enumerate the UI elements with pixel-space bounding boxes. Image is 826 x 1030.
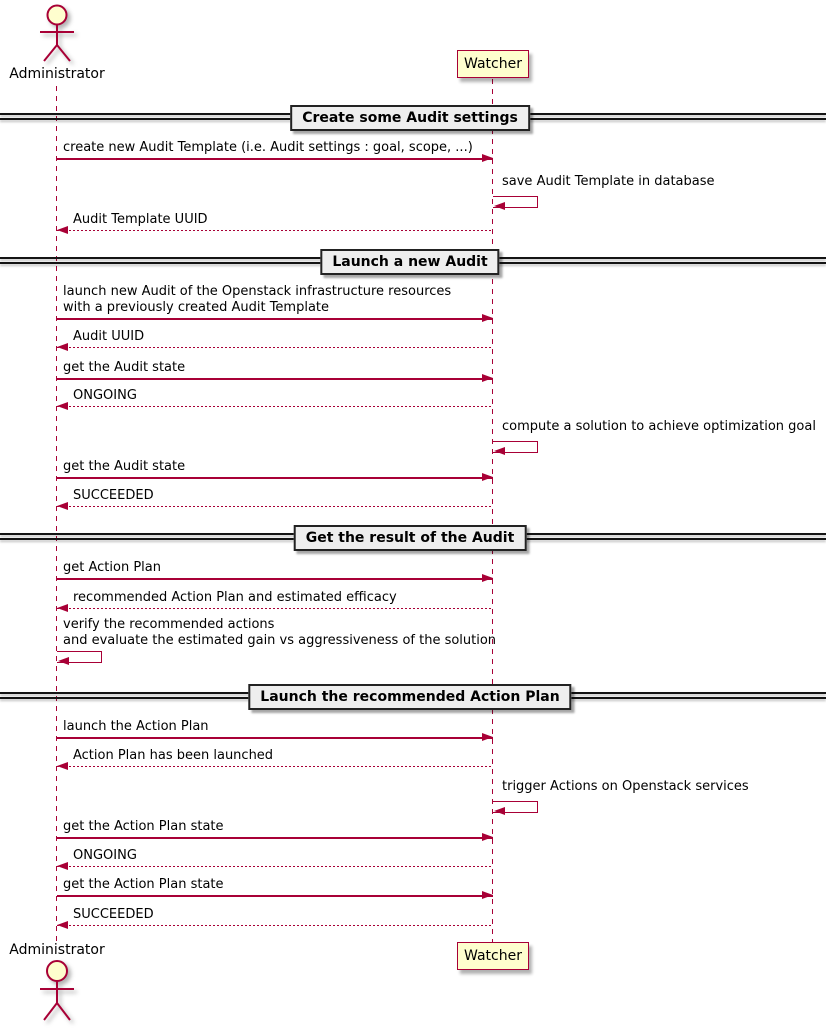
arrowhead-left-icon (57, 862, 68, 870)
arrowhead-left-icon (57, 604, 68, 612)
arrowhead-left-icon (57, 921, 68, 929)
message-return-line (57, 230, 493, 231)
arrowhead-left-icon (494, 807, 505, 815)
message-label: verify the recommended actions (63, 617, 275, 632)
message-arrow-line (57, 477, 493, 479)
message-return-line (57, 766, 493, 767)
arrowhead-left-icon (494, 447, 505, 455)
self-message-loop (493, 196, 538, 208)
message-arrow-line (57, 895, 493, 897)
actor-label-administrator-top: Administrator (9, 66, 105, 82)
message-label: SUCCEEDED (73, 907, 154, 922)
message-arrow-line (57, 737, 493, 739)
arrowhead-left-icon (57, 762, 68, 770)
arrowhead-left-icon (58, 657, 69, 665)
message-return-line (57, 347, 493, 348)
message-label: ONGOING (73, 848, 137, 863)
message-label: Audit UUID (73, 329, 145, 344)
arrowhead-right-icon (482, 574, 493, 582)
message-label: ONGOING (73, 388, 137, 403)
message-label: get the Action Plan state (63, 877, 224, 892)
arrowhead-right-icon (482, 833, 493, 841)
message-arrow-line (57, 378, 493, 380)
message-arrow-line (57, 578, 493, 580)
message-label: launch new Audit of the Openstack infras… (63, 284, 452, 299)
arrowhead-right-icon (482, 473, 493, 481)
arrowhead-right-icon (482, 733, 493, 741)
message-arrow-line (57, 158, 493, 160)
arrowhead-right-icon (482, 154, 493, 162)
arrowhead-left-icon (57, 502, 68, 510)
message-label: trigger Actions on Openstack services (502, 779, 749, 794)
participant-watcher-top: Watcher (457, 50, 529, 78)
self-message-loop (493, 801, 538, 813)
arrowhead-left-icon (57, 402, 68, 410)
lifeline-administrator (56, 86, 57, 942)
message-return-line (57, 406, 493, 407)
message-label: get the Audit state (63, 360, 186, 375)
message-label: Action Plan has been launched (73, 748, 274, 763)
message-label: with a previously created Audit Template (63, 300, 330, 315)
message-label: compute a solution to achieve optimizati… (502, 419, 816, 434)
divider-create-audit-settings: Create some Audit settings (290, 105, 530, 131)
actor-label-administrator-bottom: Administrator (9, 942, 105, 958)
message-label: save Audit Template in database (502, 174, 715, 189)
message-return-line (57, 506, 493, 507)
message-label: Audit Template UUID (73, 212, 208, 227)
message-label: and evaluate the estimated gain vs aggre… (63, 633, 497, 648)
message-label: get Action Plan (63, 560, 161, 575)
participant-watcher-bottom: Watcher (457, 942, 529, 970)
actor-icon (40, 960, 74, 1021)
message-arrow-line (57, 318, 493, 320)
actor-icon (40, 4, 74, 62)
arrowhead-right-icon (482, 374, 493, 382)
message-return-line (57, 866, 493, 867)
message-label: get the Audit state (63, 459, 186, 474)
divider-get-result-audit: Get the result of the Audit (293, 525, 527, 551)
message-label: get the Action Plan state (63, 819, 224, 834)
self-message-loop (493, 441, 538, 453)
message-return-line (57, 608, 493, 609)
message-label: recommended Action Plan and estimated ef… (73, 590, 397, 605)
message-return-line (57, 925, 493, 926)
arrowhead-left-icon (57, 226, 68, 234)
divider-launch-new-audit: Launch a new Audit (320, 249, 500, 275)
arrowhead-right-icon (482, 314, 493, 322)
message-label: create new Audit Template (i.e. Audit se… (63, 140, 473, 155)
lifeline-watcher (492, 79, 493, 942)
arrowhead-right-icon (482, 891, 493, 899)
message-label: launch the Action Plan (63, 719, 209, 734)
self-message-loop (57, 651, 102, 663)
message-label: SUCCEEDED (73, 488, 154, 503)
divider-launch-action-plan: Launch the recommended Action Plan (248, 684, 572, 710)
message-arrow-line (57, 837, 493, 839)
arrowhead-left-icon (57, 343, 68, 351)
arrowhead-left-icon (494, 202, 505, 210)
